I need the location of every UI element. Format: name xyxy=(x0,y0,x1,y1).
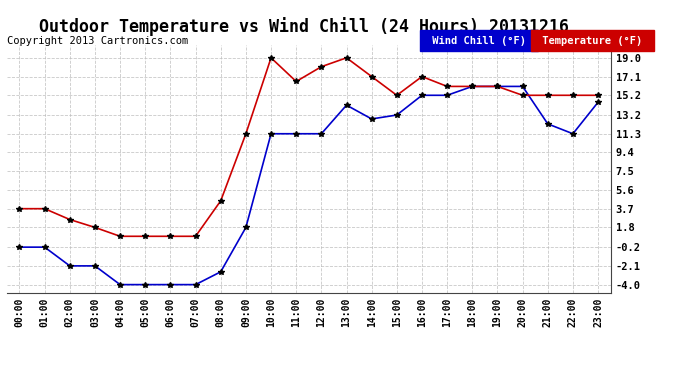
Text: Copyright 2013 Cartronics.com: Copyright 2013 Cartronics.com xyxy=(7,36,188,46)
Text: Outdoor Temperature vs Wind Chill (24 Hours) 20131216: Outdoor Temperature vs Wind Chill (24 Ho… xyxy=(39,17,569,36)
Text: Wind Chill (°F): Wind Chill (°F) xyxy=(426,36,532,46)
Text: Temperature (°F): Temperature (°F) xyxy=(536,36,649,46)
